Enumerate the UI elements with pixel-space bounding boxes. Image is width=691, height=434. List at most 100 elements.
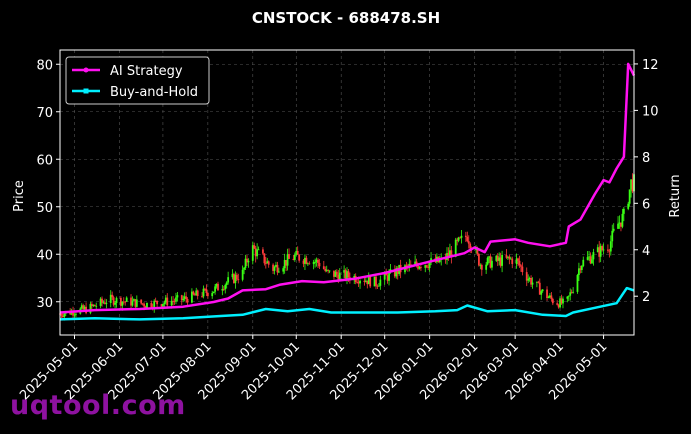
candle-body	[385, 272, 388, 276]
legend-label-bh: Buy-and-Hold	[110, 85, 198, 100]
watermark: uqtool.com	[10, 390, 186, 421]
candle-body	[498, 257, 501, 261]
candle-body	[588, 256, 590, 258]
candle-body	[144, 306, 147, 308]
candle-body	[366, 280, 369, 285]
candle-body	[222, 289, 225, 290]
candle-body	[247, 260, 250, 263]
candle-body	[90, 303, 93, 306]
candle-body	[447, 253, 450, 257]
candle-body	[567, 295, 570, 297]
candle-body	[535, 281, 538, 283]
candle-body	[601, 246, 604, 251]
candle-body	[488, 256, 490, 258]
candle-body	[576, 275, 579, 292]
candle-body	[538, 282, 541, 295]
candle-body	[347, 271, 350, 278]
candle-body	[566, 296, 569, 299]
chart-title: CNSTOCK - 688478.SH	[252, 9, 440, 27]
candle-body	[61, 315, 64, 317]
candle-body	[286, 254, 289, 266]
candle-body	[485, 264, 488, 270]
legend-box	[65, 56, 210, 105]
candle-body	[591, 259, 593, 264]
candle-body	[395, 268, 398, 277]
candle-body	[486, 257, 489, 265]
candle-body	[195, 290, 198, 296]
candle-body	[520, 265, 522, 267]
candle-body	[153, 300, 156, 309]
candle-body	[211, 293, 214, 297]
candle-body	[125, 297, 128, 302]
y-tick-label: 70	[36, 106, 53, 121]
candle-body	[379, 279, 382, 286]
candle-body	[124, 301, 127, 303]
candle-body	[364, 280, 367, 282]
candle-body	[346, 271, 348, 280]
candle-body	[183, 296, 186, 299]
y-tick-label: 50	[36, 201, 53, 216]
candle-body	[150, 302, 153, 308]
candle-body	[505, 254, 508, 258]
candle-body	[562, 298, 564, 304]
candle-body	[246, 258, 248, 263]
candle-body	[393, 269, 396, 277]
candle-body	[114, 302, 116, 305]
candle-body	[166, 297, 169, 306]
candle-body	[508, 256, 511, 259]
candle-body	[327, 269, 330, 271]
candle-body	[251, 245, 254, 261]
legend: AI Strategy Buy-and-Hold	[65, 56, 210, 105]
candle-body	[212, 291, 215, 294]
candle-body	[480, 265, 483, 270]
candle-body	[620, 222, 622, 227]
candle-body	[607, 249, 609, 251]
candle-body	[235, 274, 238, 280]
candle-body	[146, 302, 148, 308]
candle-body	[540, 291, 543, 295]
candle-body	[305, 257, 308, 264]
candle-body	[244, 258, 247, 268]
candle-body	[283, 259, 286, 269]
candle-body	[254, 248, 257, 257]
candle-body	[164, 297, 167, 303]
candle-body	[182, 298, 185, 301]
candle-body	[335, 271, 338, 275]
legend-marker-bh	[83, 88, 89, 94]
candle-body	[518, 260, 521, 266]
candle-body	[569, 292, 572, 296]
candle-body	[405, 265, 408, 267]
candle-body	[356, 281, 359, 283]
candle-body	[318, 263, 321, 267]
candle-body	[156, 300, 159, 305]
candle-body	[630, 179, 633, 190]
candle-body	[592, 252, 595, 260]
candle-body	[596, 247, 599, 253]
candle-body	[376, 285, 379, 287]
candle-body	[589, 256, 592, 264]
candle-body	[196, 290, 199, 297]
legend-label-ai: AI Strategy	[110, 64, 183, 79]
candle-body	[608, 250, 611, 252]
candle-body	[631, 179, 634, 192]
candle-body	[551, 298, 554, 304]
candle-body	[134, 299, 137, 307]
candle-body	[292, 258, 295, 260]
candle-body	[357, 282, 360, 284]
candle-body	[579, 268, 582, 270]
candle-body	[476, 248, 479, 254]
candle-body	[375, 276, 377, 286]
candle-body	[204, 288, 206, 290]
candle-body	[186, 299, 189, 303]
candle-body	[396, 268, 399, 274]
candle-body	[272, 264, 274, 271]
candle-body	[105, 302, 108, 304]
candle-body	[317, 259, 319, 264]
candle-body	[298, 254, 301, 261]
candle-body	[337, 274, 340, 281]
candle-body	[450, 250, 453, 257]
candle-body	[262, 249, 264, 254]
candle-body	[175, 297, 177, 302]
candle-body	[130, 297, 132, 306]
y2-tick-label: 4	[642, 244, 650, 259]
